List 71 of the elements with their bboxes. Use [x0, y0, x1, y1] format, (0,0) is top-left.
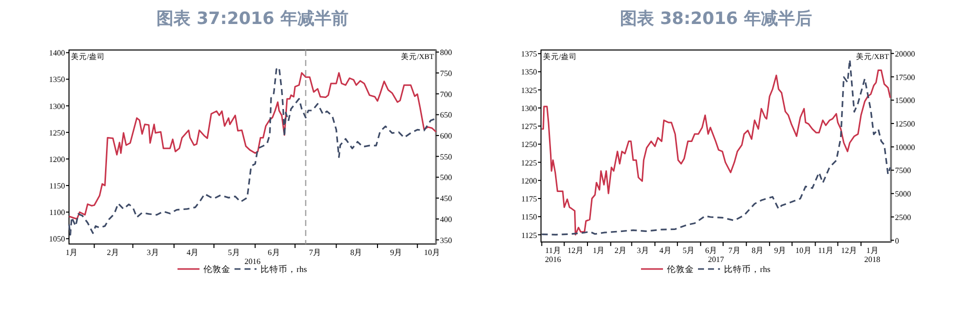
y-tick-label: 1150: [49, 182, 65, 191]
x-tick-label: 2月: [614, 246, 626, 255]
x-tick-label: 1月: [66, 248, 78, 257]
x-tick-label: 11月 2016: [544, 246, 561, 264]
y2-tick-label: 650: [440, 110, 452, 120]
x-tick-label: 10月: [795, 246, 812, 255]
y2-tick-label: 350: [440, 236, 452, 245]
y-tick-label: 1350: [521, 68, 537, 77]
y-tick-label: 1200: [49, 154, 65, 164]
y2-tick-label: 12500: [895, 120, 915, 129]
y-tick-label: 1250: [49, 128, 65, 138]
x-tick-label: 5月: [228, 248, 240, 257]
y-tick-label: 1375: [521, 50, 537, 59]
y-tick-label: 1300: [521, 104, 537, 113]
x-axis-title: 2016: [244, 257, 260, 266]
x-tick-label: 9月: [774, 246, 786, 255]
y2-tick-label: 7500: [895, 166, 911, 176]
y-tick-label: 1275: [521, 122, 537, 132]
y-tick-label: 1050: [49, 234, 65, 244]
legend-label: 比特币，rhs: [724, 264, 770, 274]
x-axis-title: 2017: [708, 255, 724, 264]
y2-tick-label: 600: [440, 132, 452, 141]
x-tick-label: 3月: [636, 246, 649, 255]
x-tick-label: 12月: [841, 246, 858, 255]
y2-tick-label: 2500: [895, 212, 911, 222]
y-tick-label: 1125: [521, 230, 537, 240]
y2-tick-label: 20000: [895, 49, 915, 58]
y2-tick-label: 5000: [895, 190, 911, 199]
y2-tick-label: 550: [440, 152, 452, 162]
chart-title: 图表 37:2016 年减半前: [156, 9, 348, 29]
y2-tick-label: 400: [440, 214, 452, 224]
y-tick-label: 1300: [49, 102, 65, 111]
legend-label: 伦敦金: [667, 264, 694, 274]
x-tick-label: 12月: [567, 246, 584, 255]
x-tick-label: 6月: [268, 248, 280, 257]
x-tick-label: 4月: [659, 246, 672, 255]
x-tick-label: 10月: [424, 248, 440, 257]
x-tick-label: 3月: [146, 248, 159, 257]
x-tick-label: 2月: [106, 248, 119, 257]
x-tick-label: 1月: [592, 246, 605, 255]
y-tick-label: 1350: [49, 75, 65, 84]
y2-tick-label: 800: [440, 48, 452, 58]
y2-tick-label: 17500: [895, 72, 915, 82]
x-tick-label: 7月: [308, 248, 321, 257]
y2-tick-label: 10000: [895, 142, 915, 152]
y2-tick-label: 15000: [895, 96, 915, 106]
y-tick-label: 1400: [49, 48, 65, 58]
x-tick-label: 9月: [390, 248, 402, 257]
y-tick-label: 1100: [49, 208, 65, 218]
x-tick-label: 8月: [350, 248, 362, 257]
x-tick-label: 6月: [705, 246, 718, 255]
y-tick-label: 1325: [521, 86, 537, 95]
x-tick-label: 4月: [186, 248, 199, 257]
y2-tick-label: 700: [440, 90, 452, 99]
y2-tick-label: 750: [440, 68, 452, 78]
x-tick-label: 1月 2018: [864, 246, 880, 264]
chart-title: 图表 38:2016 年减半后: [620, 9, 812, 29]
y2-tick-label: 500: [440, 173, 452, 182]
x-tick-label: 11月: [818, 246, 834, 255]
x-tick-label: 5月: [682, 246, 695, 255]
y-tick-label: 1150: [521, 212, 537, 222]
legend-label: 伦敦金: [204, 264, 230, 274]
x-tick-label: 8月: [752, 246, 764, 255]
y2-tick-label: 0: [895, 236, 899, 246]
legend-label: 比特币，rhs: [260, 264, 307, 274]
y2-tick-label: 450: [440, 194, 452, 204]
y-tick-label: 1250: [521, 140, 537, 150]
y-tick-label: 1200: [521, 176, 537, 186]
y-tick-label: 1225: [521, 158, 537, 168]
x-tick-label: 7月: [728, 246, 740, 255]
y-tick-label: 1175: [521, 194, 537, 204]
